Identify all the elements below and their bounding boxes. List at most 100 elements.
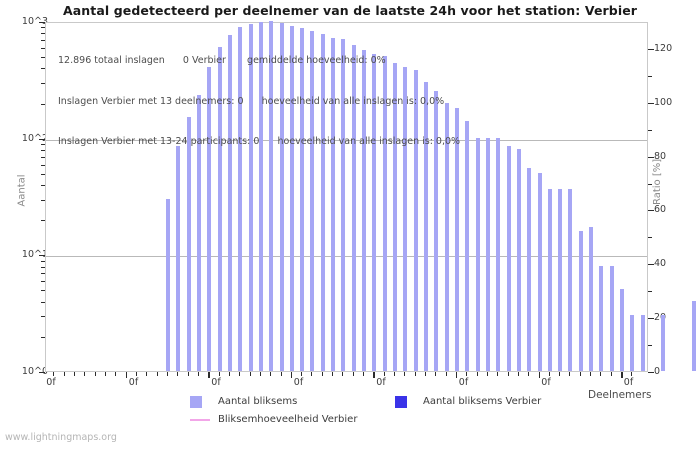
bar	[289, 26, 294, 371]
y-axis-minor-tick	[41, 336, 45, 338]
y-axis-minor-tick	[41, 185, 45, 187]
x-axis-tick-mark	[414, 372, 416, 376]
y-axis-left-tick-label: 10^0	[21, 366, 48, 377]
x-axis-tick-mark	[125, 372, 128, 378]
bar	[320, 33, 325, 371]
x-axis-tick-mark	[517, 372, 519, 376]
x-axis-tick-mark	[445, 372, 447, 376]
legend-label-1: Aantal bliksems Verbier	[423, 396, 542, 407]
y-axis-right-tick-label: 0	[654, 366, 661, 377]
bar	[589, 227, 594, 371]
x-axis-tick-mark	[270, 372, 272, 376]
x-axis-tick-mark	[559, 372, 561, 376]
x-axis-tick-label: 0f	[128, 377, 139, 388]
x-axis-tick-mark	[187, 372, 189, 376]
legend-item-2: Bliksemhoeveelheid Verbier	[190, 414, 357, 425]
legend-line-bliksemhoeveelheid-verbier	[190, 419, 210, 421]
y-axis-minor-tick	[41, 281, 45, 283]
x-axis-tick-mark	[610, 372, 612, 376]
bar	[465, 120, 470, 371]
y-axis-minor-tick	[41, 316, 45, 318]
annotation-line-2: Inslagen Verbier met 13 deelnemers: 0 ho…	[58, 95, 445, 107]
bar	[279, 23, 284, 371]
y-axis-minor-tick	[41, 156, 45, 158]
x-axis-tick-mark	[53, 372, 55, 376]
x-axis-tick-mark	[197, 372, 199, 376]
y-axis-tick-mark	[39, 255, 45, 257]
x-axis-tick-label: 0f	[623, 377, 634, 388]
y-axis-minor-tick	[41, 273, 45, 275]
legend-label-2: Bliksemhoeveelheid Verbier	[218, 414, 358, 425]
bar	[568, 189, 573, 371]
bar	[258, 22, 263, 371]
y-axis-right-minor-tick	[648, 237, 652, 239]
annotation-block: 12.896 totaal inslagen 0 Verbier gemidde…	[58, 27, 460, 176]
legend-swatch-aantal-bliksems-verbier	[395, 396, 407, 408]
bar	[176, 145, 181, 371]
bar	[217, 46, 222, 371]
bar	[403, 67, 408, 371]
bar	[186, 117, 191, 371]
chart-legend: Aantal bliksems Aantal bliksems Verbier …	[0, 394, 700, 428]
y-axis-right-minor-tick	[648, 291, 652, 293]
x-axis-tick-mark	[476, 372, 478, 376]
bar	[599, 265, 604, 371]
bar	[207, 67, 212, 371]
legend-item-1: Aantal bliksems Verbier	[395, 396, 542, 408]
x-axis-tick-mark	[466, 372, 468, 376]
y-axis-minor-tick	[41, 199, 45, 201]
bar	[454, 107, 459, 371]
y-axis-right-tick-label: 40	[654, 258, 667, 270]
gridline	[46, 139, 647, 141]
bar	[578, 230, 583, 371]
x-axis-tick-label: 0f	[376, 377, 386, 388]
x-axis-tick-mark	[290, 372, 293, 378]
x-axis-tick-label: 0f	[46, 377, 56, 388]
annotation-line-1: 12.896 totaal inslagen 0 Verbier gemidde…	[58, 55, 386, 66]
bar	[558, 189, 563, 371]
bar	[547, 189, 552, 371]
plot-area	[45, 21, 697, 372]
bar	[424, 82, 428, 371]
x-axis-tick-mark	[136, 372, 138, 376]
bar	[227, 34, 232, 371]
y-axis-right-tick-label: 20	[654, 312, 667, 324]
x-axis-tick-mark	[404, 372, 406, 376]
x-axis-tick-mark	[435, 372, 437, 376]
x-axis-tick-label: 0f	[293, 377, 304, 388]
y-axis-right-tick-mark	[648, 48, 654, 50]
y-axis-minor-tick	[41, 68, 45, 70]
bar	[640, 315, 645, 371]
y-axis-minor-tick	[41, 144, 45, 145]
bar	[341, 39, 346, 371]
y-axis-right-tick-mark	[648, 156, 654, 158]
x-axis-tick-mark	[332, 372, 334, 376]
bar	[537, 172, 542, 371]
x-axis-tick-mark	[507, 372, 509, 376]
x-axis-tick-mark	[631, 372, 633, 376]
y-axis-minor-tick	[41, 27, 45, 29]
bar	[269, 21, 274, 371]
y-axis-right-tick-mark	[648, 264, 654, 266]
bar	[372, 54, 377, 371]
x-axis-tick-mark	[352, 372, 354, 376]
annotation-line-3: Inslagen Verbier met 13-24 participants:…	[58, 136, 461, 147]
x-axis-tick-mark	[311, 372, 313, 376]
gridline	[46, 256, 647, 258]
x-axis-title: Deelnemers	[588, 389, 652, 401]
x-axis-tick-mark	[569, 372, 571, 376]
y-axis-minor-tick	[41, 57, 45, 59]
y-axis-right-minor-tick	[648, 345, 652, 347]
y-axis-left-tick-label: 10^3	[21, 16, 48, 27]
y-axis-right-minor-tick	[648, 129, 652, 131]
bar	[248, 24, 253, 371]
x-axis-tick-mark	[425, 372, 426, 376]
y-axis-minor-tick	[41, 290, 45, 292]
legend-item-0: Aantal bliksems	[190, 396, 297, 408]
bar	[331, 37, 336, 371]
bar	[444, 102, 449, 371]
y-axis-minor-tick	[41, 164, 45, 166]
x-axis-tick-mark	[177, 372, 179, 376]
bar	[196, 95, 201, 371]
x-axis-tick-mark	[528, 372, 530, 376]
